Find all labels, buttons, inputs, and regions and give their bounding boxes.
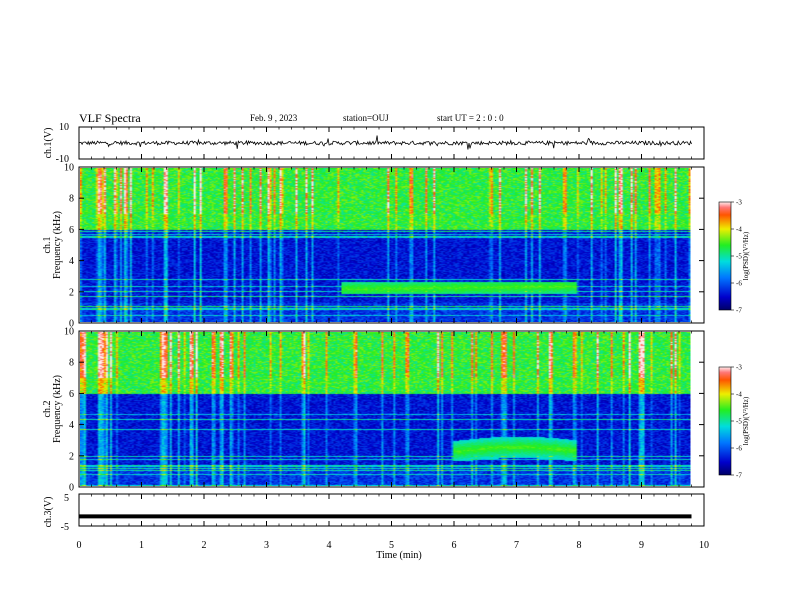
ch1-spectrogram-ytick-label: 10: [64, 163, 74, 174]
ch2-spectrogram-ytick-label: 0: [69, 483, 74, 494]
ch2-colorbar-tick-label: -5: [736, 418, 742, 426]
ch2-colorbar: -3 -4 -5 -6 -7 log(PSD)(V²/Hz): [718, 364, 750, 480]
time-tick-label: 7: [514, 540, 519, 551]
time-tick-label: 9: [639, 540, 644, 551]
ch1-waveform-trace: [78, 135, 692, 150]
time-axis: Time (min): [376, 550, 421, 561]
ch1-colorbar-label: log(PSD)(V²/Hz): [742, 231, 750, 280]
time-tick-label: 5: [389, 540, 394, 551]
ch1-spectrogram-heatmap: [80, 168, 691, 322]
ch2-spectrogram-ytick-label: 2: [69, 451, 74, 462]
ch1-waveform-ylabel: ch.1(V): [43, 128, 54, 159]
ch1-colorbar-tick-label: -5: [736, 253, 742, 261]
ch2-colorbar-label: log(PSD)(V²/Hz): [742, 396, 750, 445]
ch1-spectrogram-ytick-label: 2: [69, 287, 74, 298]
ch1-colorbar-scale: [718, 201, 732, 311]
ch2-colorbar-tick-label: -7: [736, 472, 742, 480]
time-tick-label: 4: [327, 540, 332, 551]
ch1-colorbar-tick-label: -6: [736, 280, 742, 288]
ch2-spectrogram-panel: ch.2 Frequency (kHz) 0 2 4 6 8 10: [42, 327, 705, 494]
station-label: station=OUJ: [343, 113, 389, 123]
ch1-spectrogram-panel: ch.1 Frequency (kHz) 0 2 4 6 8 10: [42, 163, 705, 330]
time-tick-label: 1: [139, 540, 144, 551]
ch3-waveform-ylabel: ch.3(V): [43, 497, 54, 528]
start-ut-label: start UT = 2 : 0 : 0: [437, 113, 504, 123]
time-tick-label: 2: [202, 540, 207, 551]
date-label: Feb. 9 , 2023: [250, 113, 298, 123]
ch1-spectrogram-ytick-label: 8: [69, 194, 74, 205]
ch2-spectrogram-ytick-label: 10: [64, 327, 74, 338]
time-tick-label: 6: [452, 540, 457, 551]
time-tick-label: 8: [577, 540, 582, 551]
time-tick-label: 0: [77, 540, 82, 551]
ch2-colorbar-scale: [718, 366, 732, 476]
ch1-ytick-bottom: -10: [56, 154, 69, 165]
ch1-colorbar-tick-label: -3: [736, 199, 742, 207]
ch2-spectrogram-heatmap: [80, 332, 691, 486]
ch1-spectrogram-ylabel-line1: ch.1: [42, 237, 53, 254]
ch1-waveform-panel: 10 -10 ch.1(V): [43, 122, 705, 165]
ch2-spectrogram-ytick-label: 8: [69, 358, 74, 369]
ch3-waveform-panel: 5 -5 ch.3(V): [43, 493, 705, 533]
ch3-ytick-top: 5: [64, 493, 69, 504]
time-tick-label: 10: [699, 540, 709, 551]
ch2-colorbar-tick-label: -4: [736, 391, 742, 399]
ch1-colorbar-tick-label: -7: [736, 307, 742, 315]
ch2-colorbar-tick-label: -6: [736, 445, 742, 453]
ch1-colorbar: -3 -4 -5 -6 -7 log(PSD)(V²/Hz): [718, 199, 750, 315]
time-tick-label: 3: [264, 540, 269, 551]
time-axis-label: Time (min): [376, 550, 421, 561]
ch2-spectrogram-ytick-label: 6: [69, 389, 74, 400]
ch1-spectrogram-ytick-label: 0: [69, 319, 74, 330]
ch1-spectrogram-ytick-label: 6: [69, 225, 74, 236]
figure-title: VLF Spectra: [79, 111, 141, 125]
ch1-ytick-top: 10: [59, 122, 69, 133]
ch2-spectrogram-ylabel-line2: Frequency (kHz): [52, 375, 63, 443]
ch1-spectrogram-ylabel-line2: Frequency (kHz): [52, 211, 63, 279]
ch1-colorbar-tick-label: -4: [736, 226, 742, 234]
ch2-colorbar-tick-label: -3: [736, 364, 742, 372]
ch2-spectrogram-ylabel-line1: ch.2: [42, 401, 53, 418]
ch2-spectrogram-ytick-label: 4: [69, 420, 74, 431]
ch3-ytick-bottom: -5: [61, 522, 69, 533]
ch1-spectrogram-ytick-label: 4: [69, 256, 74, 267]
